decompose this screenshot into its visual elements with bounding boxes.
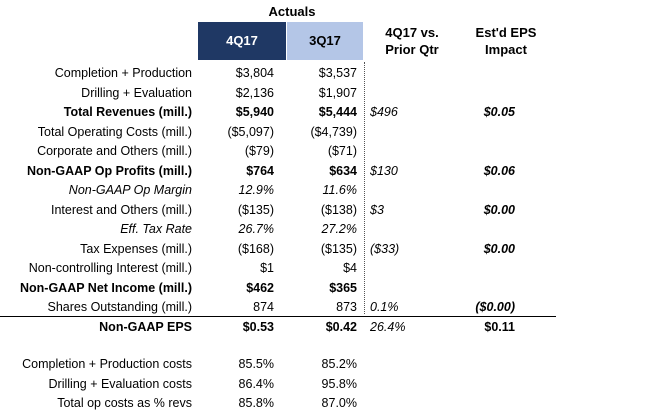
cell-3q17: ($71) (327, 144, 357, 158)
cell-3q17: 87.0% (321, 396, 357, 410)
table-row: Interest and Others (mill.) ($135) ($138… (0, 201, 670, 220)
cell-4q17: $764 (246, 163, 274, 178)
cell-3q17: $0.42 (325, 320, 357, 334)
cell-vs-prior: 0.1% (370, 300, 399, 314)
row-label: Corporate and Others (mill.) (37, 144, 192, 158)
cell-3q17: $634 (329, 163, 357, 178)
row-label: Drilling + Evaluation (81, 85, 192, 100)
cell-vs-prior: $130 (370, 163, 398, 178)
cell-4q17: $5,940 (235, 105, 274, 119)
row-label: Non-GAAP Op Profits (mill.) (26, 163, 192, 178)
table-row: Corporate and Others (mill.) ($79) ($71) (0, 142, 670, 161)
col-vs-prior-header-line1: 4Q17 vs. (385, 25, 439, 40)
col-vs-prior-header: 4Q17 vs. Prior Qtr (366, 22, 458, 60)
cell-3q17: $4 (343, 261, 357, 275)
cell-4q17: $2,136 (235, 85, 274, 100)
cell-vs-prior: $496 (370, 105, 398, 119)
row-label: Interest and Others (mill.) (50, 202, 192, 217)
table-row: Non-controlling Interest (mill.) $1 $4 (0, 259, 670, 278)
col-3q17-header: 3Q17 (287, 22, 363, 60)
col-eps-impact-header-line2: Impact (485, 42, 527, 57)
cell-3q17: ($135) (320, 241, 357, 256)
table-row: Shares Outstanding (mill.) 874 873 0.1% … (0, 298, 670, 317)
row-label: Non-GAAP Net Income (mill.) (19, 280, 192, 295)
cell-3q17: 85.2% (321, 357, 357, 371)
cell-eps-impact: $0.05 (483, 105, 515, 119)
cell-3q17: $5,444 (318, 105, 357, 119)
cell-4q17: ($5,097) (227, 124, 274, 139)
row-label: Total op costs as % revs (57, 396, 192, 410)
cost-ratio-row: Total op costs as % revs 85.8% 87.0% (0, 394, 670, 413)
row-label: Completion + Production costs (22, 357, 192, 371)
table-row: Total Revenues (mill.) $5,940 $5,444 $49… (0, 103, 670, 122)
cell-3q17: 95.8% (321, 376, 357, 391)
table-row: Non-GAAP Op Margin 12.9% 11.6% (0, 181, 670, 200)
row-label: Non-GAAP Op Margin (68, 183, 192, 197)
cell-eps-impact: ($0.00) (475, 300, 515, 314)
cell-3q17: ($4,739) (310, 124, 357, 139)
cell-4q17: 26.7% (238, 222, 274, 236)
cell-eps-impact: $0.11 (484, 320, 515, 334)
eps-row: Non-GAAP EPS $0.53 $0.42 26.4% $0.11 (0, 318, 670, 337)
row-label: Non-GAAP EPS (99, 320, 192, 334)
table-row: Total Operating Costs (mill.) ($5,097) (… (0, 123, 670, 142)
cell-4q17: $1 (260, 261, 274, 275)
cell-4q17: 874 (253, 300, 274, 314)
cell-4q17: $462 (246, 280, 274, 295)
col-eps-impact-header-line1: Est'd EPS (475, 25, 537, 40)
row-label: Drilling + Evaluation costs (48, 376, 192, 391)
cell-3q17: 873 (336, 300, 357, 314)
cell-eps-impact: $0.00 (483, 241, 515, 256)
cell-3q17: 27.2% (321, 222, 357, 236)
cost-ratio-row: Completion + Production costs 85.5% 85.2… (0, 355, 670, 374)
cell-4q17: $0.53 (242, 320, 274, 334)
eps-separator-line (0, 316, 556, 317)
cell-4q17: $3,804 (235, 66, 274, 80)
row-label: Eff. Tax Rate (120, 222, 192, 236)
table-row: Non-GAAP Net Income (mill.) $462 $365 (0, 279, 670, 298)
table-row: Eff. Tax Rate 26.7% 27.2% (0, 220, 670, 239)
row-label: Shares Outstanding (mill.) (47, 300, 192, 314)
table-row: Tax Expenses (mill.) ($168) ($135) ($33)… (0, 240, 670, 259)
row-label: Tax Expenses (mill.) (80, 241, 192, 256)
table-row: Non-GAAP Op Profits (mill.) $764 $634 $1… (0, 162, 670, 181)
cell-4q17: 85.5% (238, 357, 274, 371)
row-label: Total Operating Costs (mill.) (37, 124, 192, 139)
cell-vs-prior: 26.4% (370, 320, 406, 334)
cell-eps-impact: $0.06 (483, 163, 515, 178)
cell-3q17: $3,537 (318, 66, 357, 80)
row-label: Completion + Production (54, 66, 192, 80)
col-vs-prior-header-line2: Prior Qtr (385, 42, 439, 57)
cell-3q17: ($138) (320, 202, 357, 217)
dotted-divider (364, 62, 365, 314)
table-row: Drilling + Evaluation $2,136 $1,907 (0, 84, 670, 103)
cell-3q17: $1,907 (318, 85, 357, 100)
cell-4q17: 86.4% (238, 376, 274, 391)
cell-4q17: 85.8% (238, 396, 274, 410)
table-row: Completion + Production $3,804 $3,537 (0, 64, 670, 83)
cell-4q17: ($135) (237, 202, 274, 217)
cell-vs-prior: ($33) (370, 241, 400, 256)
cell-3q17: $365 (329, 280, 357, 295)
actuals-header: Actuals (268, 4, 316, 19)
cell-eps-impact: $0.00 (483, 202, 515, 217)
cell-4q17: 12.9% (238, 183, 274, 197)
cost-ratio-row: Drilling + Evaluation costs 86.4% 95.8% (0, 375, 670, 394)
cell-4q17: ($79) (244, 144, 274, 158)
col-4q17-header: 4Q17 (198, 22, 286, 60)
row-label: Non-controlling Interest (mill.) (28, 261, 192, 275)
row-label: Total Revenues (mill.) (63, 105, 192, 119)
col-eps-impact-header: Est'd EPS Impact (460, 22, 552, 60)
cell-vs-prior: $3 (370, 202, 384, 217)
cell-3q17: 11.6% (322, 183, 357, 197)
cell-4q17: ($168) (237, 241, 274, 256)
